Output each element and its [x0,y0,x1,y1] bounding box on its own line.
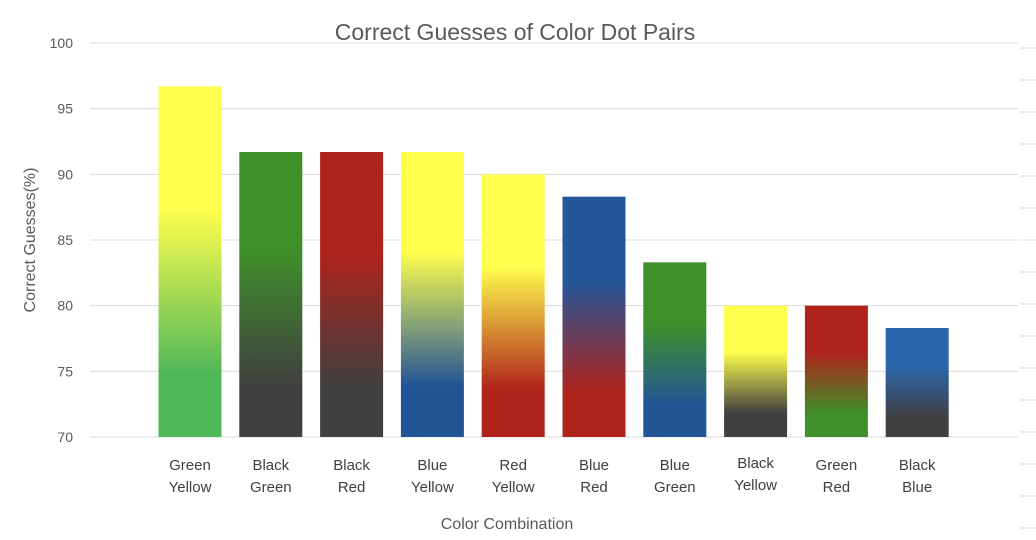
x-tick-label: Yellow [734,477,777,494]
right-edge-lines [1020,47,1036,529]
x-tick-label: Green [654,479,696,496]
bar [400,152,464,438]
x-tick-label: Yellow [411,479,454,496]
y-tick-label: 90 [57,166,73,182]
x-tick-label: Red [580,479,608,496]
bar [239,152,303,438]
x-tick-label: Red [338,479,366,496]
x-tick-label: Blue [579,457,609,474]
y-tick-label: 95 [57,101,73,117]
bar [643,262,707,437]
bars [158,86,949,438]
bar [158,86,222,437]
x-tick-label: Black [252,457,289,474]
bar [885,327,949,437]
x-tick-label: Yellow [169,479,212,496]
x-tick-label: Green [250,479,292,496]
bar [562,196,626,437]
x-tick-label: Green [816,457,858,474]
x-tick-label: Yellow [492,479,535,496]
x-tick-label: Blue [660,457,690,474]
gridlines [90,42,1018,438]
x-tick-label: Black [737,455,774,472]
y-tick-label: 70 [57,429,73,445]
y-tick-label: 100 [50,35,74,51]
y-tick-label: 80 [57,298,73,314]
chart-title: Correct Guesses of Color Dot Pairs [335,19,695,45]
x-tick-label: Black [333,457,370,474]
x-tick-label: Blue [417,457,447,474]
y-axis-title: Correct Guesses(%) [22,168,39,313]
x-tick-labels: Green Yellow Black Green Black Red Blue Yellow R… [169,455,936,496]
y-tick-label: 85 [57,232,73,248]
bar [724,305,788,437]
x-tick-label: Black [899,457,936,474]
x-axis-title: Color Combination [441,516,574,533]
y-tick-label: 75 [57,363,73,379]
bar [481,174,545,438]
x-tick-label: Green [169,457,211,474]
bar [320,152,384,438]
x-tick-label: Red [823,479,851,496]
x-tick-label: Red [499,457,527,474]
y-tick-labels: 70 75 80 85 90 95 100 [50,35,74,445]
x-tick-label: Blue [902,479,932,496]
bar [804,305,868,437]
